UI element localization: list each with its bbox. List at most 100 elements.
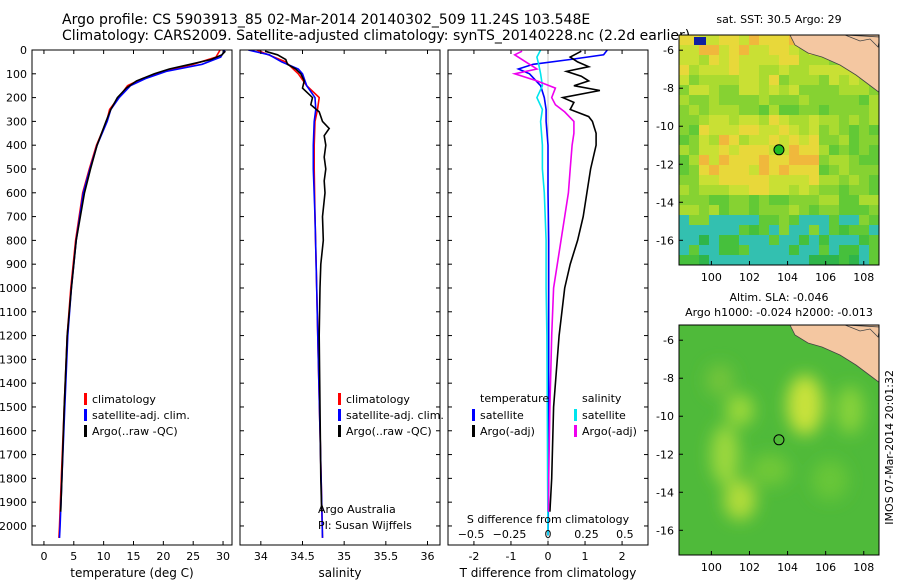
y-tick-label: 300: [6, 115, 27, 128]
series-line-salinity-satellite: [536, 50, 549, 536]
sst-cell: [719, 225, 730, 236]
sst-cell: [869, 185, 879, 196]
sst-cell: [809, 55, 820, 66]
sst-cell: [699, 165, 710, 176]
map-y-tick-label: -16: [656, 524, 674, 537]
argo-float-location-marker: [773, 144, 785, 156]
sst-cell: [699, 175, 710, 186]
sla-anomaly-blob: [836, 386, 864, 434]
sst-cell: [869, 115, 879, 126]
sst-cell: [809, 115, 820, 126]
plot-title-line-2: Climatology: CARS2009. Satellite-adjuste…: [62, 28, 691, 44]
sst-cell: [679, 95, 690, 106]
sst-cell: [759, 85, 770, 96]
sst-cell: [739, 155, 750, 166]
y-tick-label: 1700: [0, 449, 27, 462]
y-tick-label: 500: [6, 163, 27, 176]
sst-cell: [709, 55, 720, 66]
sst-cell: [759, 235, 770, 246]
sst-cell: [769, 115, 780, 126]
sst-cell: [679, 185, 690, 196]
sst-cell: [779, 55, 790, 66]
sst-cell: [819, 225, 830, 236]
sst-cell: [829, 255, 840, 265]
sst-cell: [679, 75, 690, 86]
sla-anomaly-blob: [724, 480, 756, 520]
legend-swatch: [338, 409, 341, 421]
sst-cell: [679, 155, 690, 166]
sst-cell: [779, 165, 790, 176]
sst-cell: [819, 195, 830, 206]
sst-cell: [689, 105, 700, 116]
sst-cell: [829, 75, 840, 86]
sst-cell: [839, 195, 850, 206]
sst-cell: [769, 105, 780, 116]
sst-cell: [859, 85, 870, 96]
legend-swatch: [472, 425, 475, 437]
sst-cell: [779, 245, 790, 256]
sst-cell: [729, 65, 740, 76]
sst-cell: [839, 155, 850, 166]
sst-map-frame: [678, 34, 880, 266]
sst-cell: [679, 175, 690, 186]
sst-cell: [759, 175, 770, 186]
map-y-tick-label: -12: [656, 448, 674, 461]
sla-map-frame: [678, 324, 880, 556]
principal-investigator-annotation: PI: Susan Wijffels: [318, 519, 412, 532]
map-x-tick-label: 102: [739, 271, 760, 284]
sst-cell: [719, 255, 730, 265]
sla-map-panel: Altim. SLA: -0.046 Argo h1000: -0.024 h2…: [656, 291, 880, 574]
sst-cell: [839, 185, 850, 196]
sst-cell: [739, 35, 750, 46]
sst-cell: [769, 185, 780, 196]
sst-cell: [839, 175, 850, 186]
sst-cell: [789, 155, 800, 166]
sla-map-title-line-1: Altim. SLA: -0.046: [729, 291, 828, 304]
sst-cell: [769, 165, 780, 176]
sst-cell: [799, 185, 810, 196]
sst-cell: [749, 55, 760, 66]
sst-cell: [859, 155, 870, 166]
sst-cell: [749, 75, 760, 86]
top-x-tick-label: 0.25: [574, 528, 599, 541]
sst-cell: [749, 175, 760, 186]
x-tick-label: 10: [97, 550, 111, 563]
sst-cell: [799, 175, 810, 186]
sst-cell: [809, 65, 820, 76]
sst-cell: [769, 45, 780, 56]
sst-cell: [739, 95, 750, 106]
sst-cell: [809, 135, 820, 146]
sst-cell: [829, 235, 840, 246]
sst-cell: [709, 85, 720, 96]
sst-cell: [859, 185, 870, 196]
sst-cell: [769, 235, 780, 246]
sst-cell: [719, 195, 730, 206]
sst-cell: [679, 125, 690, 136]
sst-cell: [699, 95, 710, 106]
sst-cell: [759, 155, 770, 166]
sst-cell: [799, 95, 810, 106]
sst-cell: [729, 115, 740, 126]
sst-cell: [719, 105, 730, 116]
y-tick-label: 700: [6, 211, 27, 224]
x-tick-label: 20: [156, 550, 170, 563]
sst-cell: [849, 225, 860, 236]
sst-cell: [699, 185, 710, 196]
sst-cell: [769, 245, 780, 256]
salinity-axes-frame: [239, 49, 441, 546]
sst-cell: [749, 195, 760, 206]
sst-cell: [719, 65, 730, 76]
sst-cell: [869, 145, 879, 156]
sst-cell: [739, 165, 750, 176]
sst-cell: [859, 205, 870, 216]
sst-cell: [719, 45, 730, 56]
sst-cell: [819, 175, 830, 186]
y-tick-label: 900: [6, 258, 27, 271]
sst-cell: [839, 235, 850, 246]
x-tick-label: 5: [70, 550, 77, 563]
sst-cell: [729, 145, 740, 156]
x-tick-label: 2: [619, 550, 626, 563]
y-tick-label: 800: [6, 234, 27, 247]
sst-cell: [699, 125, 710, 136]
sst-cell: [679, 115, 690, 126]
